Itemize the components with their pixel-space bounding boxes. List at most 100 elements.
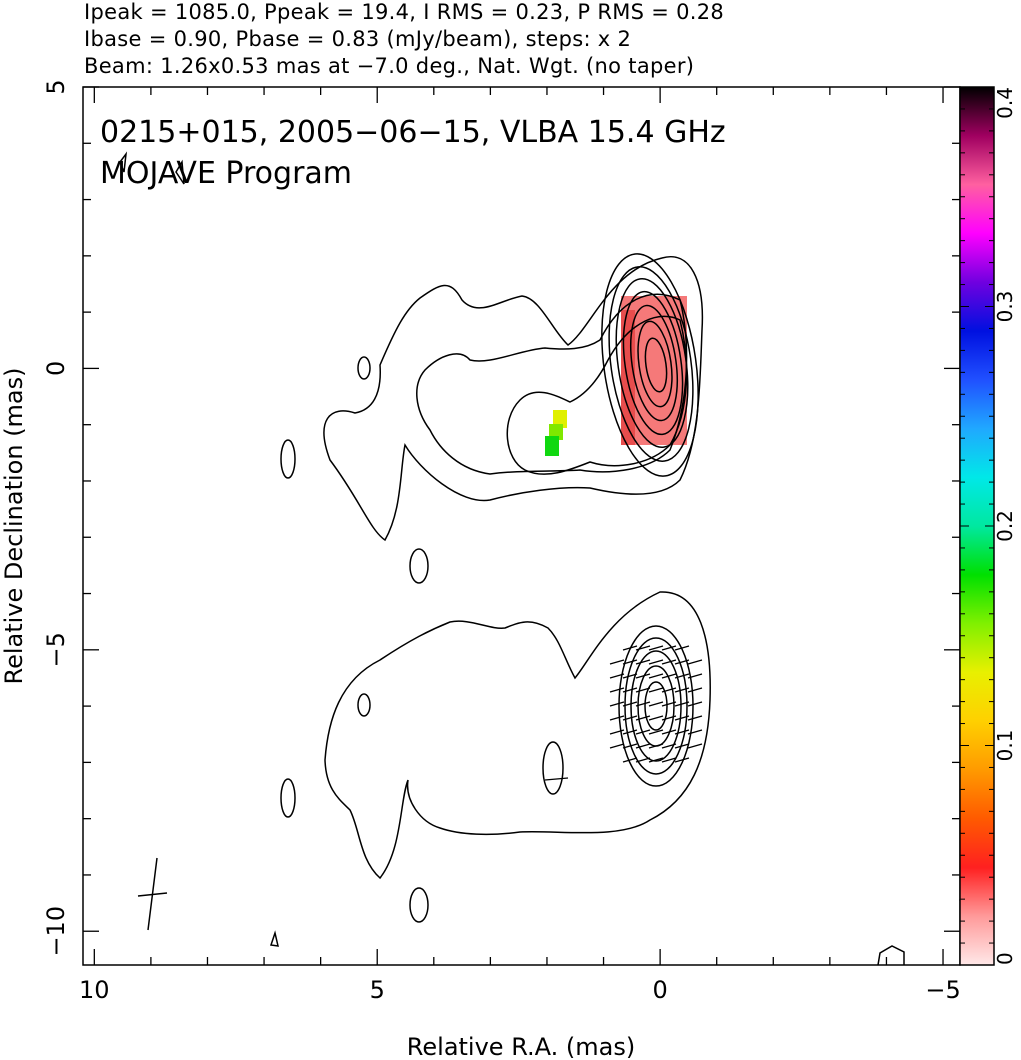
evpa-vector [661, 715, 677, 721]
y-axis-label: Relative Declination (mas) [0, 367, 28, 684]
evpa-vector [687, 673, 703, 679]
evpa-vector [661, 687, 677, 693]
x-tick-label: −5 [925, 976, 960, 1004]
evpa-vector [661, 743, 677, 749]
evpa-vector [635, 687, 651, 693]
evpa-vector [661, 673, 677, 679]
x-tick-label: 10 [79, 976, 110, 1004]
chart-subtitle: MOJAVE Program [100, 156, 352, 191]
evpa-vector [635, 673, 651, 679]
evpa-vector [648, 687, 664, 693]
bottom-outer-contour [324, 591, 711, 880]
colorbar-tick-label: 0.3 [993, 291, 1017, 323]
evpa-vector [661, 645, 677, 651]
y-tick-label: −10 [42, 906, 70, 957]
evpa-vector [635, 729, 651, 735]
evpa-vector [648, 701, 664, 707]
evpa-vector [648, 659, 664, 665]
core-contour [637, 320, 673, 408]
beam-marker [137, 857, 168, 931]
evpa-vector [687, 701, 703, 707]
evpa-vector [674, 645, 690, 651]
island-contour [357, 693, 371, 717]
evpa-vector [674, 673, 690, 679]
evpa-vector [635, 743, 651, 749]
colorbar-tick-label: 0.1 [993, 730, 1017, 762]
core-contour [630, 304, 678, 422]
evpa-vector [648, 757, 664, 763]
bottom-core-contour [644, 681, 668, 731]
core-polarization-edge [621, 310, 635, 445]
evpa-vector [609, 701, 625, 707]
island-contour [409, 548, 429, 584]
evpa-vector [609, 659, 625, 665]
evpa-vector [622, 701, 638, 707]
evpa-vector [687, 715, 703, 721]
evpa-vector [661, 757, 677, 763]
evpa-vector [687, 743, 703, 749]
evpa-vector [622, 687, 638, 693]
evpa-vector [674, 729, 690, 735]
evpa-vector [687, 659, 703, 665]
island-contour [357, 356, 371, 380]
plot-frame [82, 86, 961, 966]
evpa-vector [674, 701, 690, 707]
evpa-vector [635, 659, 651, 665]
evpa-vector [622, 673, 638, 679]
y-tick-label: 0 [42, 361, 70, 376]
evpa-vector [687, 687, 703, 693]
bottom-core-contour [630, 650, 682, 762]
jet-polarization-yellow [553, 410, 567, 428]
evpa-vector [609, 729, 625, 735]
y-axis-ticks: 5 0 −5 −10 [42, 79, 960, 957]
island-contour [877, 945, 905, 965]
header-line-1: Ipeak = 1085.0, Ppeak = 19.4, I RMS = 0.… [84, 0, 725, 24]
evpa-vector [622, 743, 638, 749]
evpa-vector [674, 687, 690, 693]
header-line-3: Beam: 1.26x0.53 mas at −7.0 deg., Nat. W… [84, 54, 695, 78]
jet-polarization-green [545, 436, 559, 456]
top-third-contour [506, 315, 688, 475]
evpa-vector [635, 757, 651, 763]
colorbar-tick-label: 0 [993, 952, 1017, 965]
colorbar-ticks: 0 0.1 0.2 0.3 0.4 [960, 86, 1017, 966]
core-contour [644, 337, 668, 393]
evpa-vector [609, 687, 625, 693]
contour-lines [119, 151, 960, 965]
evpa-vector [609, 673, 625, 679]
evpa-vector [661, 729, 677, 735]
core-contour [622, 290, 684, 436]
colorbar-tick-label: 0.4 [993, 87, 1017, 119]
evpa-vector [609, 715, 625, 721]
x-tick-label: 5 [370, 976, 385, 1004]
evpa-vector [635, 715, 651, 721]
evpa-vector [648, 673, 664, 679]
island-contour [175, 159, 185, 185]
evpa-vector [674, 659, 690, 665]
core-contour [601, 253, 699, 477]
top-second-contour [416, 293, 688, 475]
evpa-vector [648, 715, 664, 721]
island-contour [270, 930, 279, 947]
y-tick-label: −5 [42, 632, 70, 667]
evpa-vector [622, 715, 638, 721]
x-axis-ticks: 10 5 0 −5 [79, 87, 961, 1004]
chart-title: 0215+015, 2005−06−15, VLBA 15.4 GHz [100, 115, 726, 150]
evpa-vector [661, 701, 677, 707]
x-axis-label: Relative R.A. (mas) [407, 1033, 635, 1060]
evpa-vector [674, 743, 690, 749]
bottom-core-contour [618, 625, 694, 787]
island-contour [542, 741, 564, 795]
evpa-vector [622, 645, 638, 651]
island-contour [280, 439, 296, 479]
evpa-vector [674, 715, 690, 721]
island-contour [409, 887, 429, 923]
bottom-core-contour [624, 637, 688, 775]
evpa-vector [635, 701, 651, 707]
evpa-vector [648, 743, 664, 749]
header-line-2: Ibase = 0.90, Pbase = 0.83 (mJy/beam), s… [84, 27, 632, 51]
evpa-vectors [544, 645, 703, 781]
evpa-vector [674, 757, 690, 763]
evpa-vector [648, 645, 664, 651]
